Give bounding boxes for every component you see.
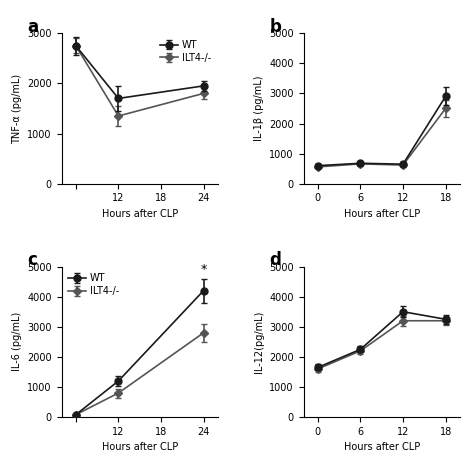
Text: *: *	[201, 263, 207, 275]
Legend: WT, ILT4-/-: WT, ILT4-/-	[158, 38, 213, 65]
Y-axis label: IL-1β (pg/mL): IL-1β (pg/mL)	[254, 76, 264, 141]
Text: d: d	[269, 252, 281, 270]
Y-axis label: IL-6 (pg/mL): IL-6 (pg/mL)	[12, 312, 22, 372]
X-axis label: Hours after CLP: Hours after CLP	[344, 209, 420, 219]
Legend: WT, ILT4-/-: WT, ILT4-/-	[66, 272, 121, 298]
Y-axis label: IL-12(pg/mL): IL-12(pg/mL)	[254, 310, 264, 373]
X-axis label: Hours after CLP: Hours after CLP	[344, 442, 420, 452]
Text: a: a	[27, 18, 38, 36]
Text: b: b	[269, 18, 281, 36]
X-axis label: Hours after CLP: Hours after CLP	[101, 209, 178, 219]
X-axis label: Hours after CLP: Hours after CLP	[101, 442, 178, 452]
Text: c: c	[27, 252, 37, 270]
Y-axis label: TNF-α (pg/mL): TNF-α (pg/mL)	[12, 73, 22, 144]
